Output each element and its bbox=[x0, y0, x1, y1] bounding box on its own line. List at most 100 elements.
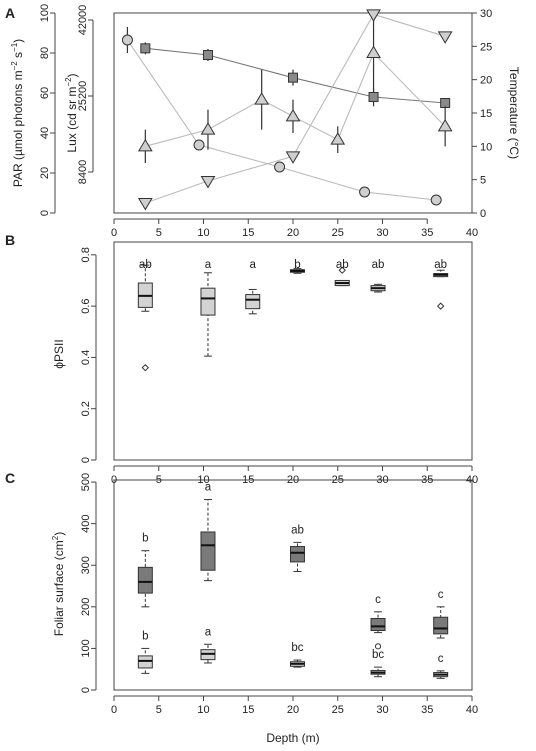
box-body bbox=[433, 616, 449, 635]
par-tick-label: 100 bbox=[39, 4, 51, 22]
x-tick-label: 5 bbox=[156, 227, 162, 239]
x-tick-label: 25 bbox=[332, 704, 344, 716]
phipsii-axis-title: ϕPSII bbox=[52, 339, 66, 368]
foliar-axis-title-part: ) bbox=[52, 532, 66, 536]
box-8 bbox=[370, 666, 386, 678]
x-tick-label: 30 bbox=[376, 704, 388, 716]
outlier-point bbox=[141, 363, 150, 372]
box-6 bbox=[433, 269, 449, 310]
group-letter: ab bbox=[291, 524, 304, 536]
group-letter: a bbox=[205, 259, 212, 271]
panel-letter-b: B bbox=[5, 232, 15, 248]
x-tick-label: 15 bbox=[242, 704, 254, 716]
triangle-down-marker bbox=[366, 9, 381, 22]
par-tick-label: 80 bbox=[39, 47, 51, 59]
square-marker bbox=[202, 50, 213, 60]
square-marker bbox=[140, 43, 151, 54]
par-axis-title-part: s bbox=[11, 52, 25, 61]
y-tick-label: 0.4 bbox=[80, 350, 92, 365]
circle-marker bbox=[121, 34, 133, 46]
triangle-up-marker bbox=[254, 92, 270, 105]
triangle-down-marker bbox=[437, 31, 453, 44]
box-1 bbox=[200, 272, 216, 357]
box-2 bbox=[289, 541, 305, 572]
circle-marker bbox=[430, 194, 442, 206]
box-body bbox=[289, 546, 305, 563]
x-tick-label: 30 bbox=[376, 227, 388, 239]
par-axis-title: PAR (µmol photons m−2 s−1) bbox=[10, 39, 25, 187]
circle-marker bbox=[193, 139, 205, 151]
series-line bbox=[145, 13, 446, 204]
foliar-axis-title: Foliar surface (cm2) bbox=[51, 532, 66, 636]
temp-tick-label: 15 bbox=[480, 108, 492, 120]
box-6 bbox=[200, 643, 216, 664]
group-letter: bc bbox=[372, 649, 384, 661]
box-body bbox=[245, 294, 261, 310]
x-tick-label: 35 bbox=[421, 704, 433, 716]
box-body bbox=[200, 531, 216, 571]
x-tick-label: 25 bbox=[332, 227, 344, 239]
lux-axis-title-part: ) bbox=[65, 73, 79, 77]
lux-tick-label: 8400 bbox=[77, 160, 89, 184]
triangle-up-marker bbox=[437, 118, 453, 132]
temp-tick-label: 25 bbox=[480, 41, 492, 53]
box-7 bbox=[289, 659, 305, 668]
par-tick-label: 20 bbox=[39, 167, 51, 179]
temp-tick-label: 5 bbox=[480, 175, 486, 187]
triangle-up-marker bbox=[200, 122, 216, 135]
y-tick-label: 300 bbox=[80, 556, 92, 574]
y-tick-label: 0 bbox=[80, 687, 92, 693]
group-letter: c bbox=[438, 589, 444, 601]
y-tick-label: 0 bbox=[80, 457, 92, 463]
x-axis-title: Depth (m) bbox=[266, 731, 319, 745]
panel-c-frame bbox=[113, 479, 473, 691]
group-letter: b bbox=[142, 630, 148, 642]
box-5 bbox=[137, 647, 153, 674]
box-2 bbox=[245, 288, 261, 315]
lux-tick-label: 42000 bbox=[77, 5, 89, 36]
temp-tick-label: 20 bbox=[480, 75, 492, 87]
group-letter: a bbox=[205, 482, 212, 494]
lux-axis-title: Lux (cd sr m−2) bbox=[64, 73, 79, 152]
par-axis-title-part: −2 bbox=[10, 61, 19, 71]
group-letter: c bbox=[375, 594, 381, 606]
triangle-down-marker bbox=[285, 151, 301, 164]
par-axis-title-part: −1 bbox=[10, 42, 19, 52]
x-tick-label: 20 bbox=[287, 704, 299, 716]
temp-tick-label: 30 bbox=[480, 8, 492, 20]
group-letter: bc bbox=[291, 642, 303, 654]
box-body bbox=[137, 566, 153, 594]
triangle-up-marker bbox=[366, 45, 381, 58]
group-letter: ab bbox=[336, 259, 349, 271]
box-0 bbox=[137, 264, 153, 372]
foliar-axis-title-part: Foliar surface (cm bbox=[52, 540, 66, 636]
x-tick-label: 10 bbox=[197, 227, 209, 239]
circle-marker bbox=[359, 186, 371, 198]
series-square bbox=[140, 42, 451, 108]
triangle-up-marker bbox=[285, 108, 301, 122]
x-tick-label: 10 bbox=[197, 704, 209, 716]
circle-marker bbox=[274, 161, 286, 173]
x-tick-label: 35 bbox=[421, 227, 433, 239]
outlier-point bbox=[338, 266, 346, 274]
group-letter: ab bbox=[139, 259, 152, 271]
x-tick-label: 15 bbox=[242, 227, 254, 239]
box-1 bbox=[200, 499, 216, 582]
y-tick-label: 0.8 bbox=[80, 247, 92, 262]
temp-tick-label: 10 bbox=[480, 141, 492, 153]
lux-axis-title-part: −2 bbox=[64, 77, 73, 87]
x-tick-label: 0 bbox=[111, 227, 117, 239]
triangle-down-marker bbox=[137, 198, 153, 211]
box-body bbox=[370, 617, 386, 632]
group-letter: ab bbox=[372, 259, 385, 271]
temp-tick-label: 0 bbox=[480, 208, 486, 220]
temp-axis-title-part: Temperature (°C) bbox=[507, 67, 521, 159]
group-letter: c bbox=[438, 653, 444, 665]
x-tick-label: 5 bbox=[156, 704, 162, 716]
box-3 bbox=[370, 611, 386, 650]
box-body bbox=[137, 655, 153, 669]
y-tick-label: 0.6 bbox=[80, 298, 92, 313]
series-circle bbox=[121, 27, 442, 206]
box-5 bbox=[370, 283, 386, 293]
